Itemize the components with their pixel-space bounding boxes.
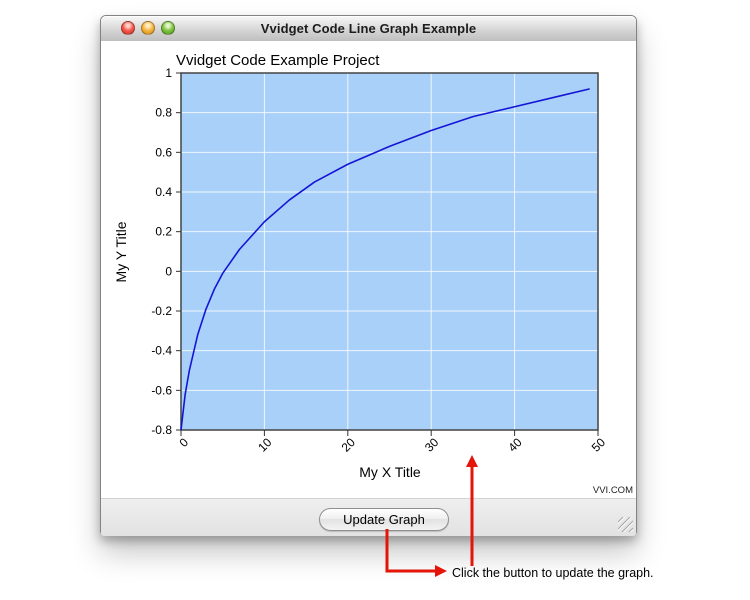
chart-axis-ticks [176, 72, 599, 436]
svg-text:0.4: 0.4 [155, 185, 172, 199]
chart-y-axis-title: My Y Title [113, 221, 129, 282]
chart-tick-labels: -0.8-0.6-0.4-0.200.20.40.60.810 10 20 30 40 5… [151, 66, 608, 455]
svg-text:0: 0 [165, 264, 172, 278]
zoom-icon[interactable] [161, 21, 175, 35]
chart-border [180, 72, 599, 431]
watermark: VVI.COM [593, 485, 633, 496]
chart: -0.8-0.6-0.4-0.200.20.40.60.810 10 20 30 40 5… [113, 52, 633, 496]
svg-text:0.8: 0.8 [155, 106, 172, 120]
annotation-text: Click the button to update the graph. [452, 566, 654, 580]
svg-text:-0.4: -0.4 [151, 344, 172, 358]
window-content: -0.8 -0.6 -0.4 -0.2 0 0.2 0.4 0.6 0.8 1 0 10 20 30 40 5… [101, 41, 636, 498]
svg-text:-0.8: -0.8 [151, 423, 172, 437]
chart-plot-bg [181, 73, 598, 430]
window-titlebar[interactable]: Vvidget Code Line Graph Example [101, 16, 636, 42]
chart-title: Vvidget Code Example Project [176, 52, 380, 69]
chart-grid [181, 73, 598, 430]
svg-text:0: 0 [176, 435, 191, 450]
svg-text:30: 30 [422, 435, 442, 455]
minimize-icon[interactable] [141, 21, 155, 35]
chart-x-axis-title: My X Title [359, 464, 421, 480]
window-bottom-bar: Update Graph [101, 498, 636, 536]
svg-text:40: 40 [505, 435, 525, 455]
svg-text:0.6: 0.6 [155, 145, 172, 159]
window-title: Vvidget Code Line Graph Example [260, 21, 477, 36]
svg-text:20: 20 [339, 435, 359, 455]
app-window: Vvidget Code Line Graph Example -0.8 -0.6… [100, 15, 637, 536]
update-graph-button[interactable]: Update Graph [319, 508, 449, 531]
svg-text:1: 1 [165, 66, 172, 80]
svg-text:-0.6: -0.6 [151, 383, 172, 397]
resize-grip-icon[interactable] [618, 517, 633, 532]
chart-series-line [180, 88, 590, 431]
svg-text:10: 10 [255, 435, 275, 455]
svg-text:50: 50 [589, 435, 609, 455]
svg-text:0.2: 0.2 [155, 225, 172, 239]
close-icon[interactable] [121, 21, 135, 35]
svg-text:-0.2: -0.2 [151, 304, 172, 318]
